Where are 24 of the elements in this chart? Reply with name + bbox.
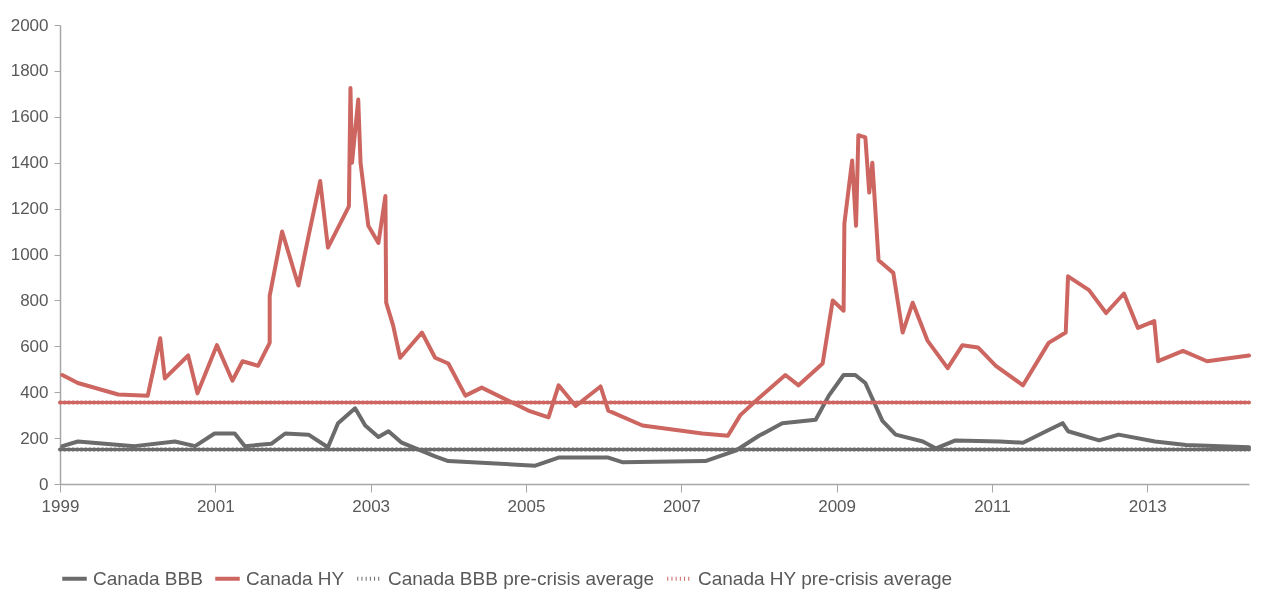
y-tick-label: 600 xyxy=(20,336,49,356)
y-tick-label: 1400 xyxy=(10,153,49,173)
line-series xyxy=(60,86,1251,438)
x-tick-label: 2001 xyxy=(196,496,235,516)
y-tick-label: 200 xyxy=(20,428,49,448)
legend-label: Canada HY xyxy=(246,567,345,589)
y-tick-label: 1800 xyxy=(10,61,49,81)
y-tick-label: 0 xyxy=(39,474,49,494)
y-tick-label: 1200 xyxy=(10,199,49,219)
x-tick-label: 2005 xyxy=(507,496,546,516)
legend-label: Canada BBB pre-crisis average xyxy=(388,567,655,589)
y-tick-label: 800 xyxy=(20,290,49,310)
x-tick-label: 2009 xyxy=(818,496,857,516)
legend-label: Canada HY pre-crisis average xyxy=(698,567,953,589)
legend-label: Canada BBB xyxy=(93,567,203,589)
y-tick-label: 2000 xyxy=(10,15,49,35)
y-tick-label: 1000 xyxy=(10,245,49,264)
x-tick-label: 2013 xyxy=(1128,496,1167,516)
y-tick-label: 400 xyxy=(20,382,49,402)
y-tick-label: 1600 xyxy=(10,107,49,127)
x-tick-label: 2011 xyxy=(974,496,1011,516)
x-tick-label: 2007 xyxy=(662,496,701,516)
x-tick-label: 1999 xyxy=(41,496,80,516)
x-tick-label: 2003 xyxy=(352,496,391,516)
